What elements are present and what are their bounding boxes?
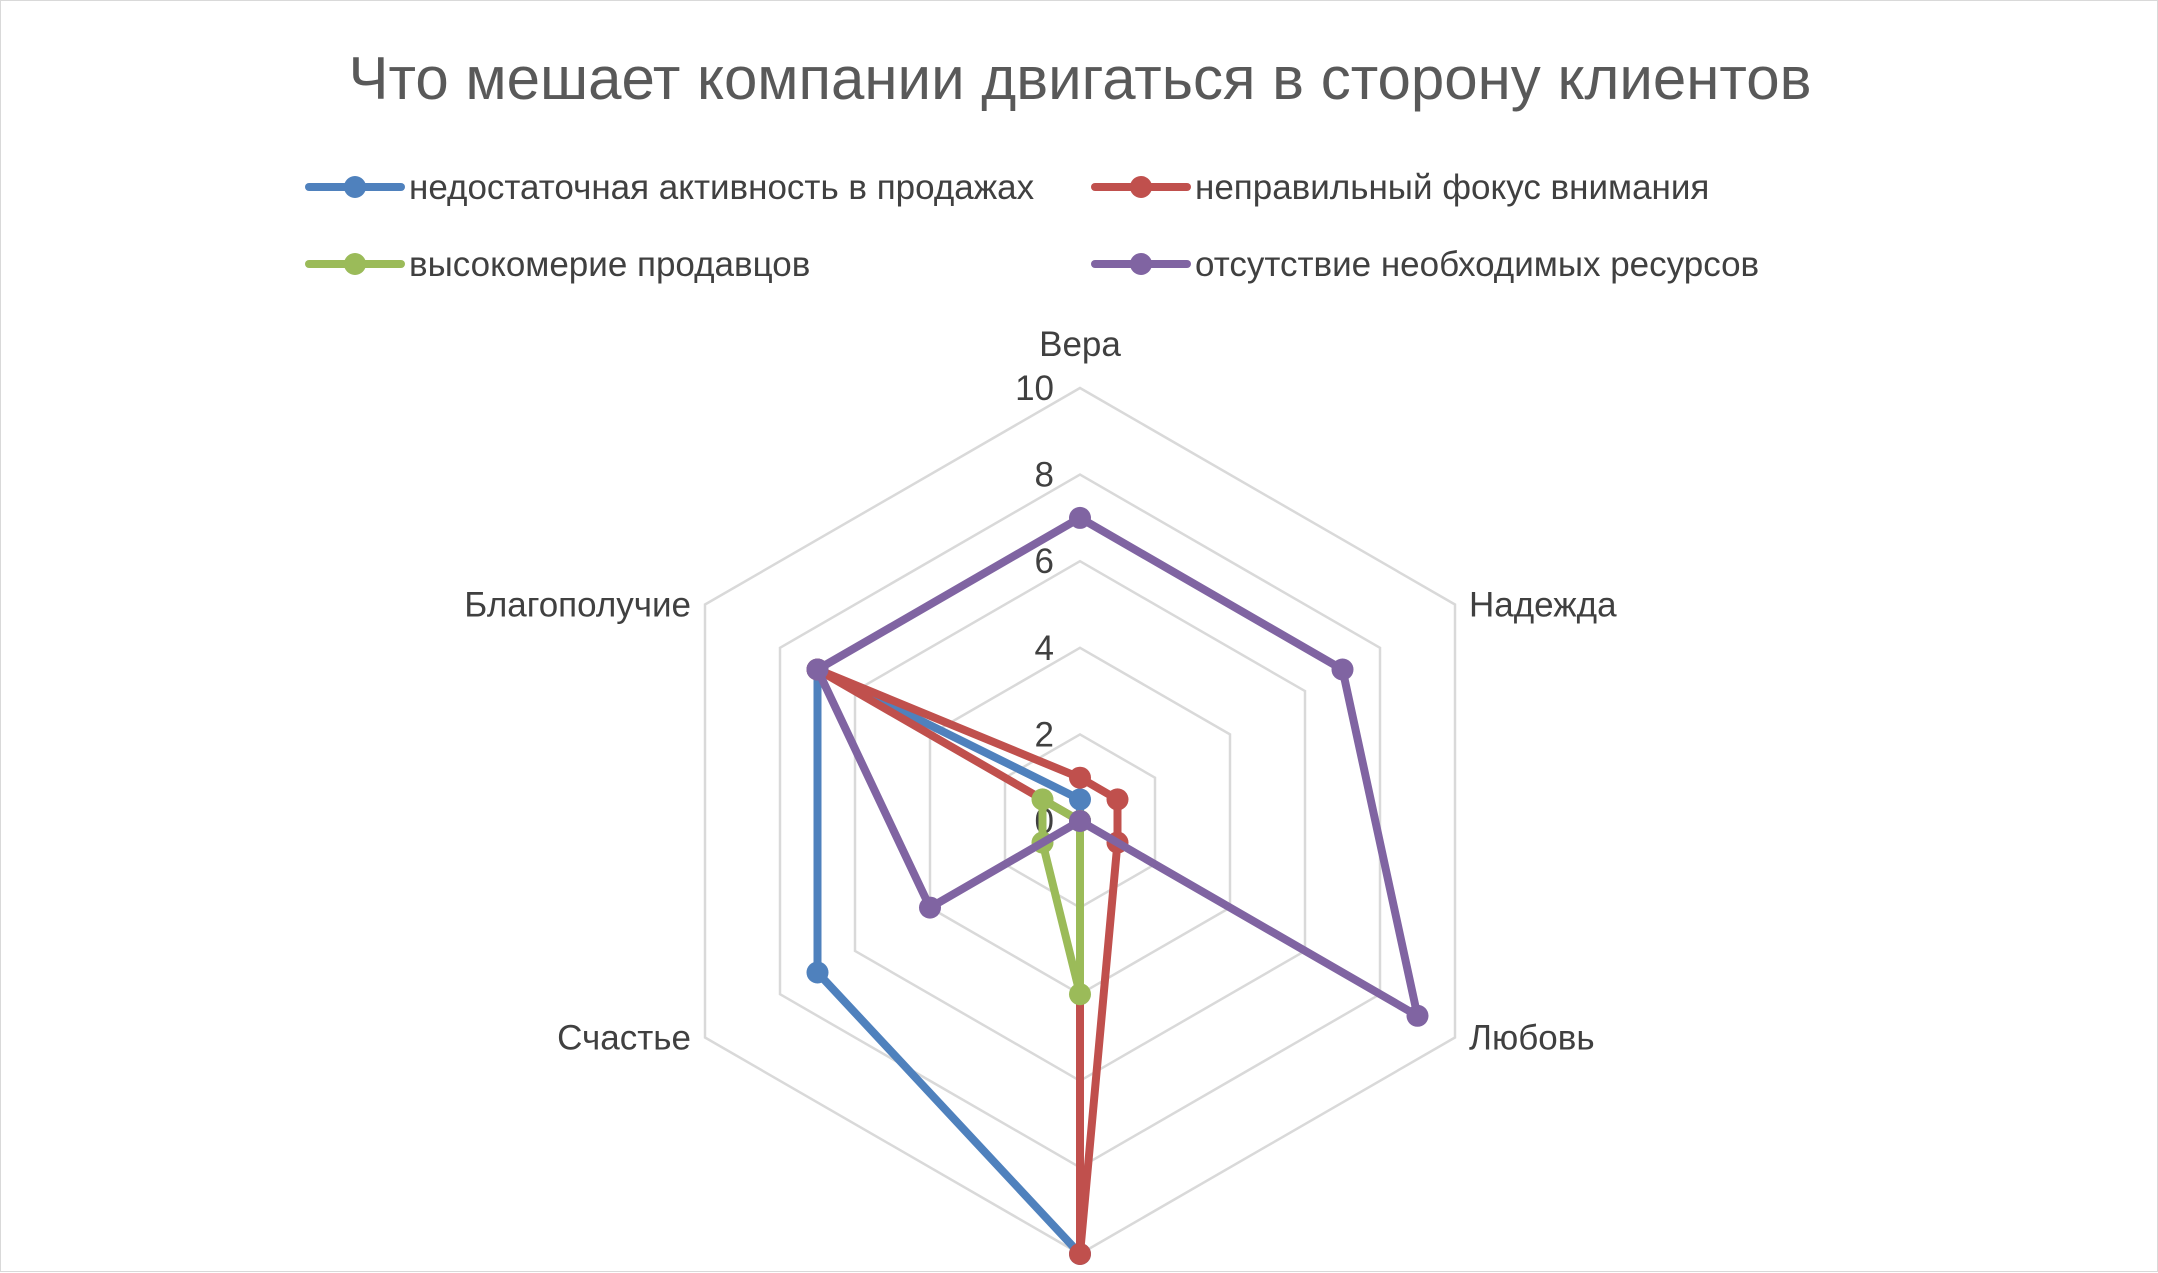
legend-swatch-marker <box>344 176 366 198</box>
series-line <box>813 513 1422 1020</box>
legend-item: отсутствие необходимых ресурсов <box>1091 245 1759 284</box>
category-label: Вера <box>1039 325 1121 364</box>
category-labels: ВераНадеждаЛюбовьУспехСчастьеБлагополучи… <box>464 325 1617 1058</box>
chart-title: Что мешает компании двигаться в сторону … <box>349 45 1812 112</box>
category-label: Счастье <box>557 1019 691 1058</box>
data-point <box>1069 506 1091 529</box>
legend-label: недостаточная активность в продажах <box>409 168 1035 207</box>
data-point <box>806 961 829 984</box>
category-label: Надежда <box>1469 586 1617 625</box>
tick-label: 2 <box>1035 715 1054 754</box>
legend-swatch-marker <box>1130 253 1152 275</box>
data-point <box>1069 810 1091 832</box>
data-point <box>1069 788 1091 811</box>
legend-item: недостаточная активность в продажах <box>305 168 1035 207</box>
data-point <box>1106 788 1129 811</box>
data-point <box>1069 1243 1091 1265</box>
legend-label: отсутствие необходимых ресурсов <box>1195 245 1759 284</box>
data-point <box>806 658 829 681</box>
tick-label: 10 <box>1015 369 1054 408</box>
data-point <box>1069 983 1091 1006</box>
legend-swatch-marker <box>344 253 366 275</box>
legend-label: неправильный фокус внимания <box>1195 168 1709 207</box>
tick-label: 6 <box>1035 542 1054 581</box>
series-group <box>806 506 1429 1265</box>
data-point <box>1031 788 1054 811</box>
legend: недостаточная активность в продажах непра… <box>305 168 1759 284</box>
tick-label: 8 <box>1035 456 1054 495</box>
data-point <box>1069 766 1091 789</box>
tick-label: 4 <box>1035 629 1054 668</box>
legend-item: высокомерие продавцов <box>305 245 810 284</box>
legend-swatch-marker <box>1130 176 1152 198</box>
category-label: Благополучие <box>464 586 691 625</box>
data-point <box>919 896 941 919</box>
data-point <box>1331 658 1354 681</box>
category-label: Любовь <box>1469 1019 1595 1058</box>
legend-item: неправильный фокус внимания <box>1091 168 1709 207</box>
series-4 <box>806 506 1429 1027</box>
data-point <box>1406 1004 1429 1027</box>
legend-label: высокомерие продавцов <box>409 245 810 284</box>
